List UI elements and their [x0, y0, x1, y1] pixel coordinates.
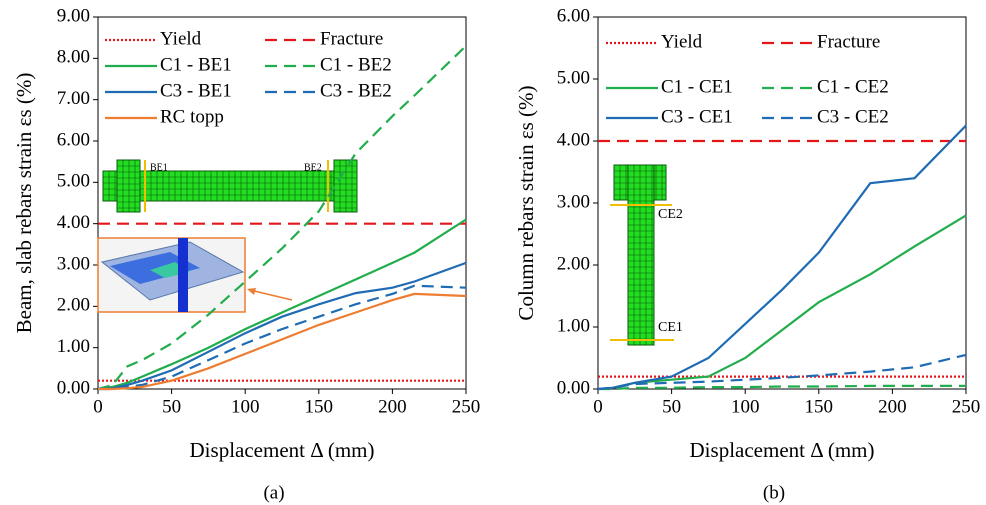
legend-label: Fracture — [320, 28, 383, 49]
x-tick-label: 50 — [162, 396, 181, 417]
x-tick-label: 50 — [662, 396, 681, 417]
x-tick-label: 0 — [93, 396, 103, 417]
legend-label: RC topp — [160, 106, 224, 127]
y-tick-label: 0.00 — [557, 377, 590, 398]
annotation: BE1 — [150, 162, 168, 173]
y-tick-label: 1.00 — [557, 315, 590, 336]
y-tick-label: 6.00 — [57, 129, 90, 150]
legend-label: C1 - CE2 — [817, 76, 889, 97]
column-mesh — [334, 160, 357, 212]
annotation: BE2 — [304, 162, 322, 173]
legend-label: Fracture — [817, 31, 880, 52]
caption: (b) — [763, 482, 785, 503]
y-tick-label: 3.00 — [57, 253, 90, 274]
legend-label: C1 - BE1 — [160, 54, 232, 75]
x-tick-label: 0 — [593, 396, 603, 417]
series-line — [98, 46, 466, 389]
annotation: CE2 — [658, 207, 683, 222]
y-tick-label: 4.00 — [557, 129, 590, 150]
y-tick-label: 7.00 — [57, 88, 90, 109]
x-tick-label: 150 — [305, 396, 334, 417]
y-tick-label: 1.00 — [57, 336, 90, 357]
y-tick-label: 5.00 — [57, 171, 90, 192]
legend-label: C1 - CE1 — [661, 76, 733, 97]
x-tick-label: 250 — [952, 396, 981, 417]
legend-label: Yield — [160, 28, 202, 49]
x-tick-label: 250 — [452, 396, 481, 417]
column-mesh — [117, 160, 140, 212]
y-tick-label: 2.00 — [557, 253, 590, 274]
legend-label: C3 - CE1 — [661, 106, 733, 127]
legend-label: Yield — [661, 31, 703, 52]
x-axis-label: Displacement Δ (mm) — [690, 438, 875, 462]
x-tick-label: 100 — [231, 396, 260, 417]
y-axis-label: Beam, slab rebars strain εs (%) — [12, 73, 36, 334]
arrow-head — [247, 288, 256, 295]
y-tick-label: 6.00 — [557, 5, 590, 26]
arrow — [250, 290, 292, 300]
y-tick-label: 3.00 — [557, 191, 590, 212]
legend-label: C3 - BE2 — [320, 80, 392, 101]
y-tick-label: 5.00 — [557, 67, 590, 88]
legend-label: C1 - BE2 — [320, 54, 392, 75]
series-line — [598, 355, 966, 389]
y-tick-label: 4.00 — [57, 212, 90, 233]
column-render — [178, 238, 188, 312]
y-tick-label: 2.00 — [57, 295, 90, 316]
y-axis-label: Column rebars strain εs (%) — [514, 85, 538, 320]
x-tick-label: 200 — [878, 396, 907, 417]
x-tick-label: 200 — [378, 396, 407, 417]
x-tick-label: 150 — [805, 396, 834, 417]
x-tick-label: 100 — [731, 396, 760, 417]
figure: 0.00 1.00 2.00 3.00 4.00 5.00 6.00 7.00 8.00 9.00… — [0, 0, 986, 505]
y-tick-label: 0.00 — [57, 377, 90, 398]
y-tick-label: 8.00 — [57, 47, 90, 68]
plot-frame — [98, 17, 466, 389]
x-axis-label: Displacement Δ (mm) — [190, 438, 375, 462]
annotation: CE1 — [658, 320, 683, 335]
legend-label: C3 - CE2 — [817, 106, 889, 127]
legend-label: C3 - BE1 — [160, 80, 232, 101]
caption: (a) — [263, 482, 284, 503]
y-tick-label: 9.00 — [57, 5, 90, 26]
